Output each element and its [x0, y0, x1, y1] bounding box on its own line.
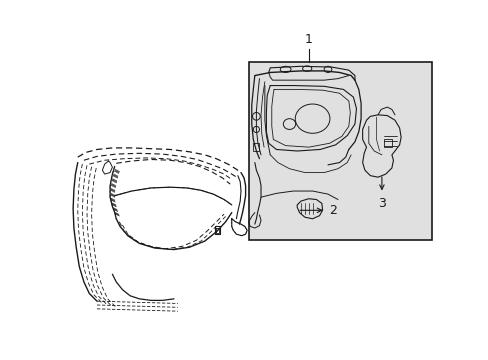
Bar	[252, 143, 258, 151]
Bar	[384, 139, 391, 147]
Text: 2: 2	[328, 204, 336, 217]
Bar	[248, 62, 431, 239]
Text: 3: 3	[377, 197, 385, 210]
Text: 1: 1	[304, 32, 312, 45]
